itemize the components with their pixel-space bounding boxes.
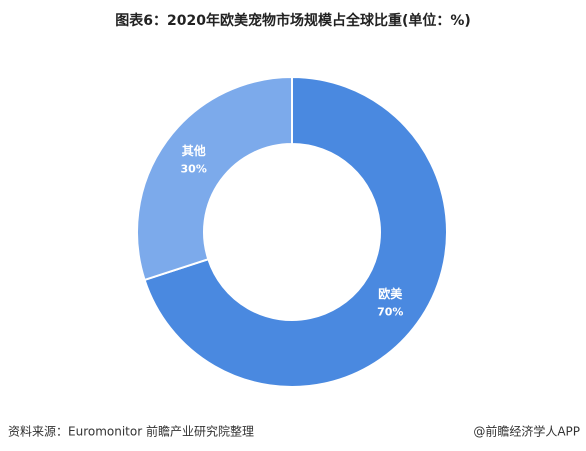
- credit-note: @前瞻经济学人APP: [473, 424, 580, 439]
- source-note: 资料来源：Euromonitor 前瞻产业研究院整理: [8, 424, 254, 439]
- donut-slice: [143, 75, 448, 388]
- slice-label: 欧美: [378, 286, 403, 301]
- donut-slice: [136, 75, 293, 282]
- chart-title: 图表6：2020年欧美宠物市场规模占全球比重(单位：%): [115, 12, 471, 29]
- value-label: 30%: [181, 163, 207, 176]
- slice-label: 其他: [182, 143, 206, 158]
- value-label: 70%: [377, 305, 403, 318]
